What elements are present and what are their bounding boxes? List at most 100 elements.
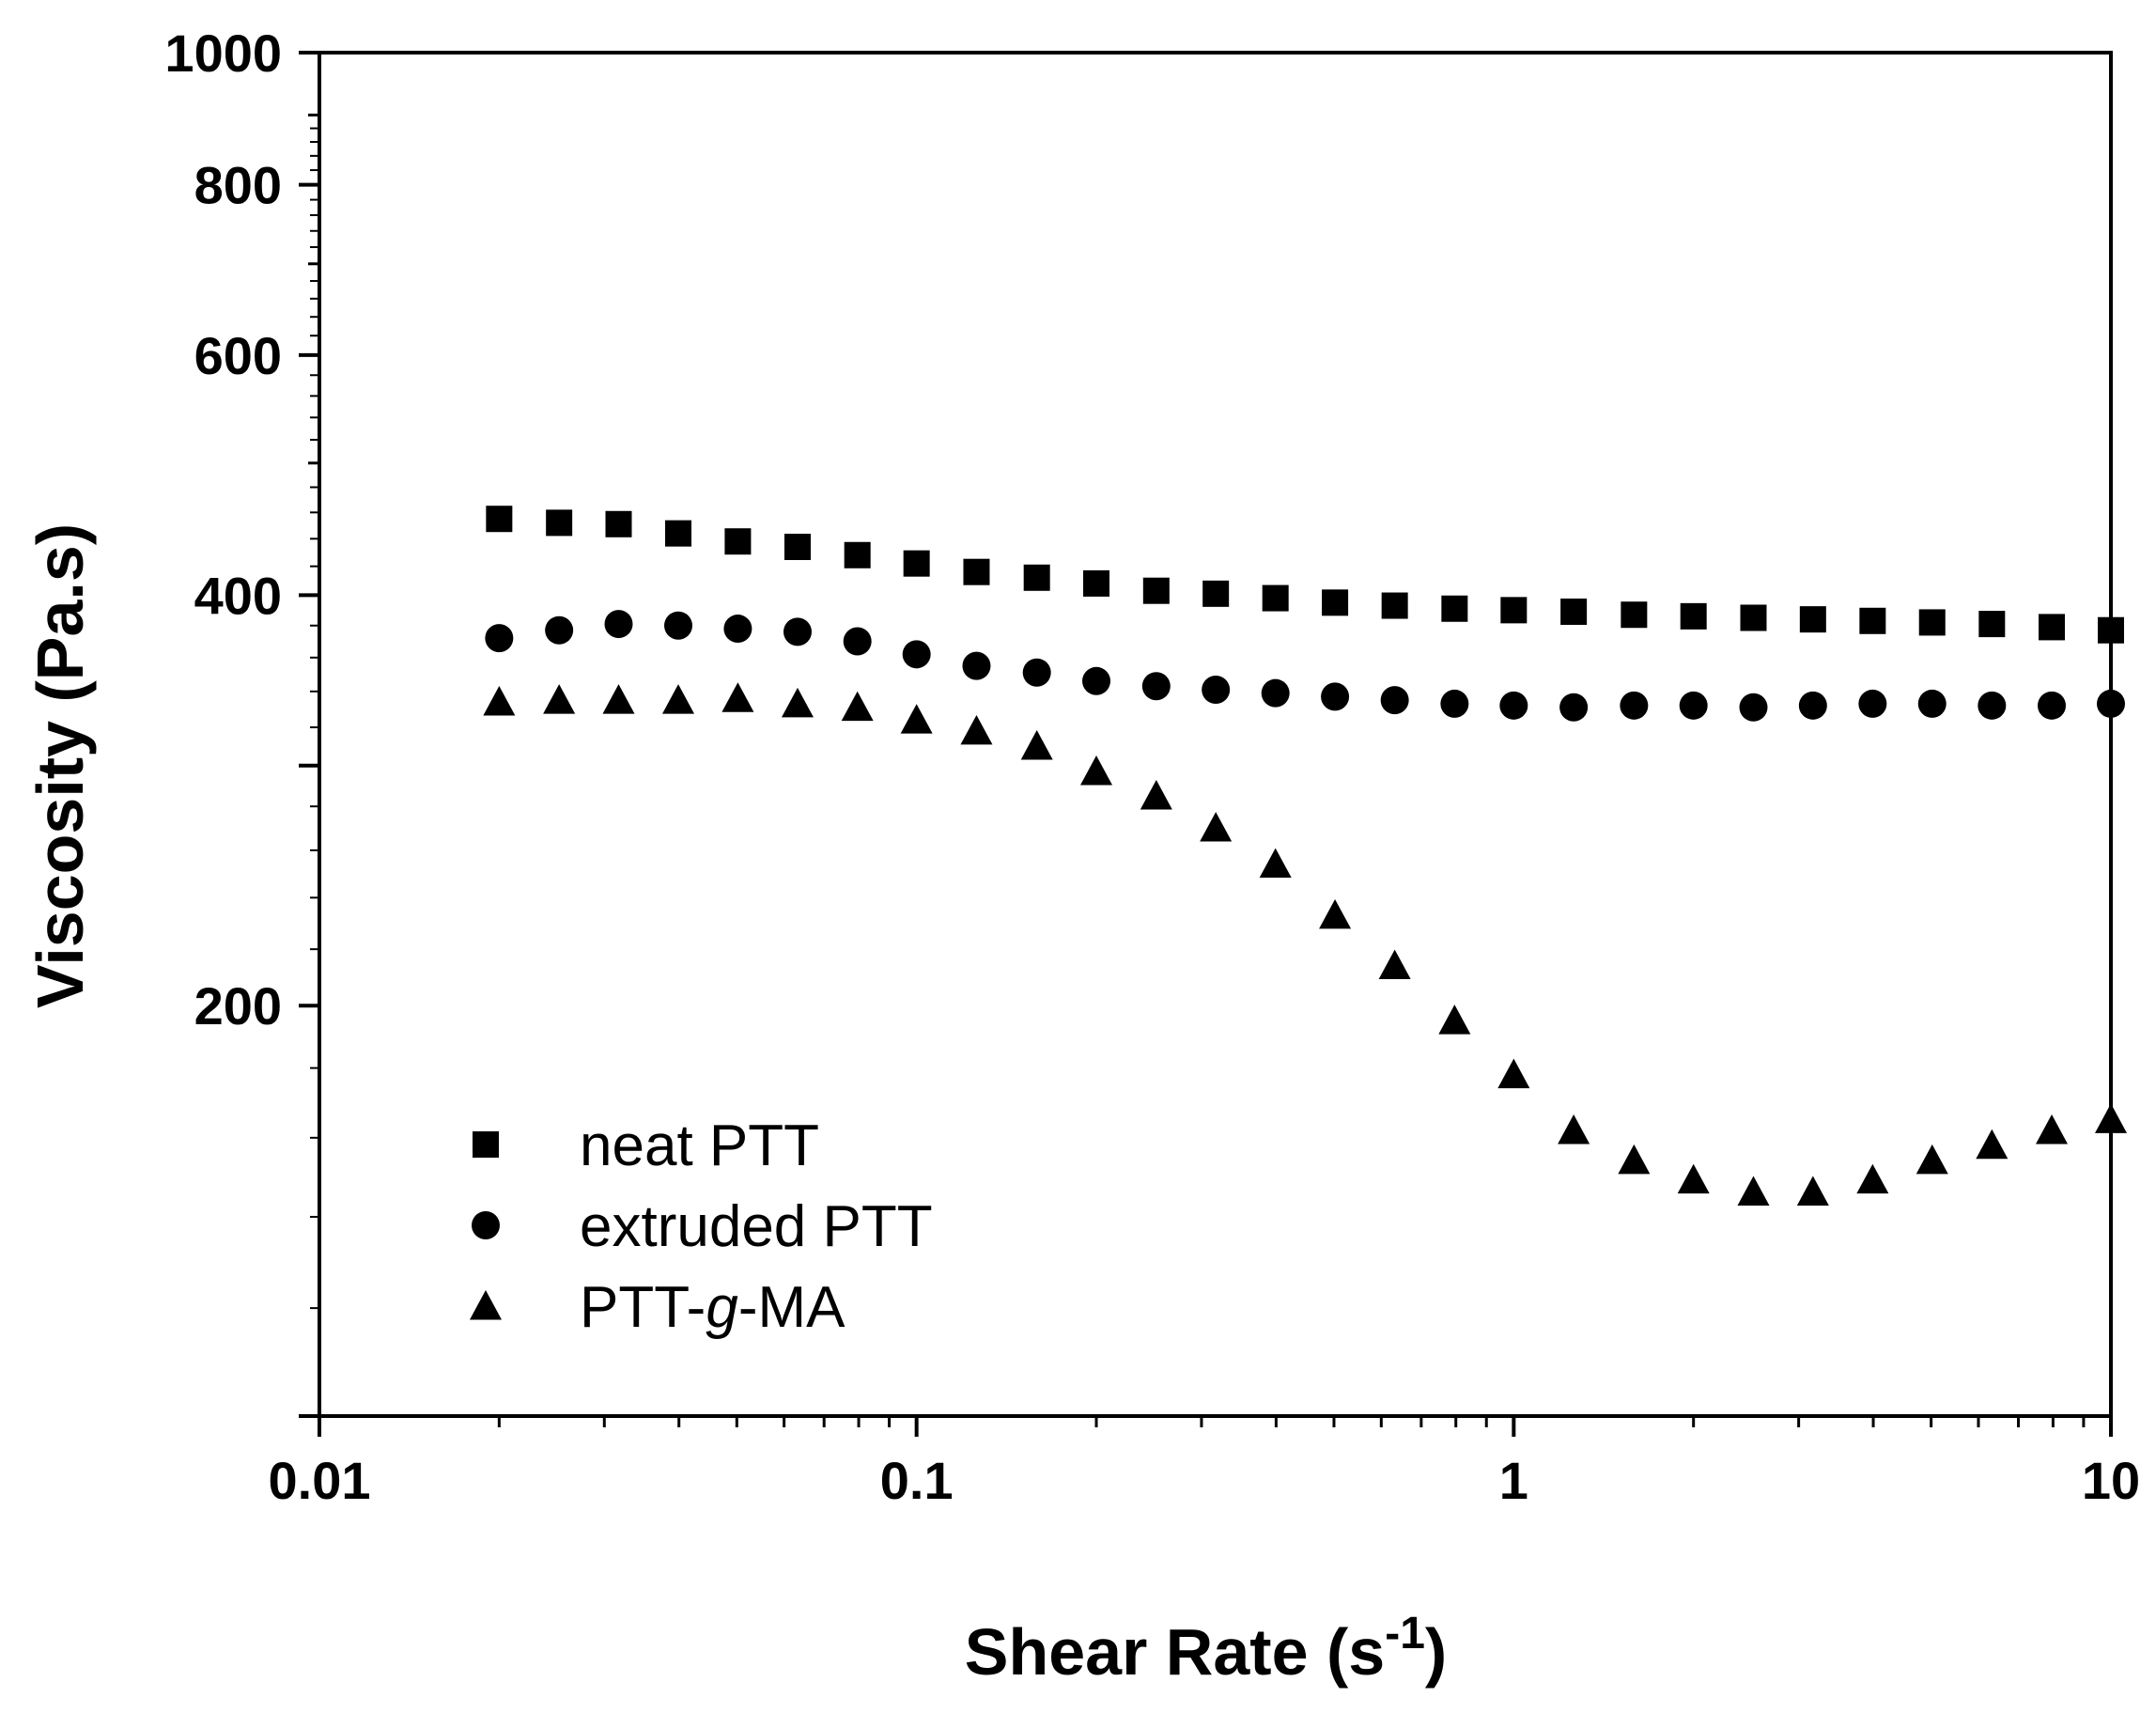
data-point-circle — [1440, 689, 1469, 718]
data-point-triangle — [1319, 898, 1352, 929]
data-point-square — [605, 510, 632, 537]
data-point-circle — [604, 610, 633, 639]
y-tick-label: 800 — [194, 156, 282, 215]
data-point-circle — [1679, 691, 1708, 720]
data-point-square — [1560, 598, 1588, 625]
series-circle — [485, 610, 2125, 722]
data-point-circle — [1261, 678, 1290, 708]
y-tick-label: 600 — [194, 326, 282, 385]
x-tick-label: 1 — [1499, 1451, 1528, 1510]
data-point-triangle — [1378, 949, 1411, 980]
legend: neat PTT extruded PTT PTT-g-MA — [470, 1113, 933, 1340]
data-point-triangle — [1200, 812, 1233, 842]
data-point-circle — [1321, 682, 1350, 711]
data-point-triangle — [543, 684, 576, 714]
data-point-circle — [902, 640, 931, 669]
tick-labels: 200 400 600 800 1000 0.01 0.1 1 10 — [164, 23, 2140, 1510]
data-point-square — [665, 520, 692, 547]
x-axis-title-superscript: -1 — [1385, 1609, 1425, 1658]
data-point-square — [1500, 597, 1528, 624]
data-point-circle — [843, 627, 872, 656]
data-point-triangle — [662, 684, 695, 714]
data-point-square — [486, 506, 513, 533]
data-point-triangle — [483, 686, 516, 716]
data-point-circle — [1978, 691, 2007, 720]
data-point-circle — [1858, 689, 1887, 718]
data-point-square — [1262, 584, 1289, 612]
data-point-square — [546, 509, 573, 537]
data-point-square — [1441, 595, 1468, 622]
data-point-circle — [1620, 691, 1649, 720]
legend-item: extruded PTT — [472, 1194, 933, 1259]
data-point-circle — [1202, 675, 1231, 704]
data-point-circle — [545, 615, 574, 645]
data-point-circle — [1082, 666, 1111, 695]
x-axis-title-main: Shear Rate (s — [965, 1615, 1385, 1689]
plot-frame — [318, 51, 2113, 1418]
legend-label: extruded PTT — [580, 1194, 933, 1259]
data-point-circle — [1739, 693, 1768, 722]
x-tick-label: 0.01 — [269, 1451, 371, 1510]
data-point-square — [1142, 577, 1170, 604]
data-point-square — [1023, 564, 1050, 591]
data-point-triangle — [1737, 1176, 1770, 1206]
legend-marker-square — [473, 1131, 499, 1158]
legend-label: neat PTT — [580, 1113, 819, 1178]
data-point-triangle — [1558, 1113, 1590, 1145]
data-point-circle — [962, 651, 991, 680]
legend-item: PTT-g-MA — [470, 1275, 845, 1340]
data-point-circle — [1141, 672, 1171, 701]
data-point-square — [1680, 602, 1707, 630]
data-point-square — [963, 558, 990, 585]
y-tick-label: 200 — [194, 976, 282, 1036]
data-point-circle — [1022, 658, 1051, 687]
data-point-triangle — [1796, 1176, 1829, 1206]
data-point-square — [844, 541, 871, 568]
data-point-triangle — [1080, 755, 1113, 786]
data-point-triangle — [1677, 1163, 1710, 1194]
data-point-triangle — [841, 691, 874, 722]
data-point-square — [903, 550, 930, 577]
data-point-triangle — [1259, 848, 1292, 879]
data-point-square — [1799, 606, 1826, 633]
data-point-triangle — [1438, 1004, 1471, 1035]
series-triangle — [483, 682, 2127, 1206]
data-point-square — [1740, 604, 1767, 631]
data-point-circle — [1499, 691, 1528, 720]
data-point-circle — [2038, 691, 2067, 720]
data-point-square — [2039, 614, 2066, 641]
data-point-square — [1202, 580, 1230, 607]
data-point-triangle — [960, 714, 993, 745]
data-point-triangle — [900, 704, 933, 734]
data-point-square — [1621, 601, 1648, 629]
data-point-square — [1859, 607, 1886, 634]
legend-label-text: PTT- — [580, 1275, 706, 1340]
data-point-triangle — [1976, 1129, 2009, 1160]
data-point-triangle — [1916, 1144, 1948, 1175]
x-axis-title: Shear Rate (s-1) — [965, 1609, 1447, 1689]
y-tick-label: 400 — [194, 566, 282, 625]
data-point-circle — [664, 611, 693, 640]
series-square — [486, 506, 2124, 644]
data-point-circle — [1798, 691, 1827, 720]
x-axis-title-close: ) — [1425, 1615, 1447, 1689]
data-point-triangle — [781, 687, 814, 718]
data-point-triangle — [1497, 1058, 1530, 1089]
data-point-triangle — [602, 684, 635, 714]
y-tick-label: 1000 — [164, 23, 282, 83]
legend-label-text: neat PTT — [580, 1113, 819, 1178]
data-point-triangle — [2036, 1113, 2069, 1145]
legend-marker-circle — [472, 1211, 500, 1239]
data-point-square — [1978, 611, 2006, 638]
legend-label-text: extruded PTT — [580, 1194, 933, 1259]
data-point-square — [783, 534, 811, 561]
data-point-circle — [2097, 689, 2125, 718]
data-point-triangle — [2095, 1103, 2127, 1133]
data-points — [483, 506, 2127, 1206]
data-point-square — [1322, 589, 1349, 616]
data-point-triangle — [721, 682, 754, 712]
y-axis-title: Viscosity (Pa.s) — [23, 523, 97, 1008]
data-point-circle — [783, 617, 812, 646]
